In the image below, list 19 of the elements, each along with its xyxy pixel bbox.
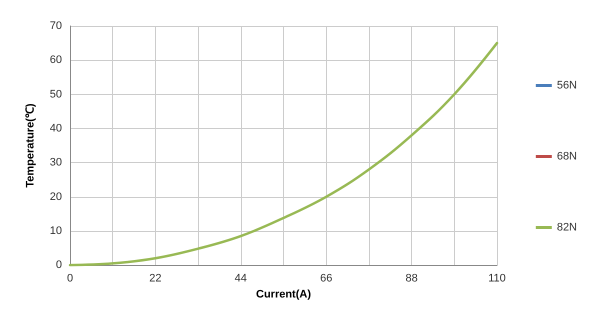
y-tick-label: 10	[50, 224, 62, 237]
y-tick-label: 70	[50, 20, 62, 32]
y-tick-label: 50	[50, 88, 62, 100]
legend-label: 82N	[556, 222, 578, 234]
x-tick-label: 110	[488, 272, 506, 285]
x-tick-label: 0	[66, 272, 74, 285]
x-tick-label: 88	[405, 272, 418, 285]
y-tick-label: 40	[50, 122, 62, 134]
y-axis-title: Temperature(℃)	[24, 103, 36, 188]
y-tick-label: 20	[50, 190, 62, 203]
x-tick-label: 44	[234, 272, 247, 285]
y-tick-label: 30	[50, 156, 62, 169]
legend-label: 68N	[556, 150, 578, 162]
x-tick-label: 22	[149, 272, 162, 285]
y-tick-label: 0	[56, 259, 62, 272]
x-tick-label: 66	[320, 272, 332, 285]
y-tick-label: 60	[50, 54, 62, 66]
x-axis-title: Current(A)	[256, 288, 312, 300]
legend-label: 56N	[556, 80, 578, 92]
